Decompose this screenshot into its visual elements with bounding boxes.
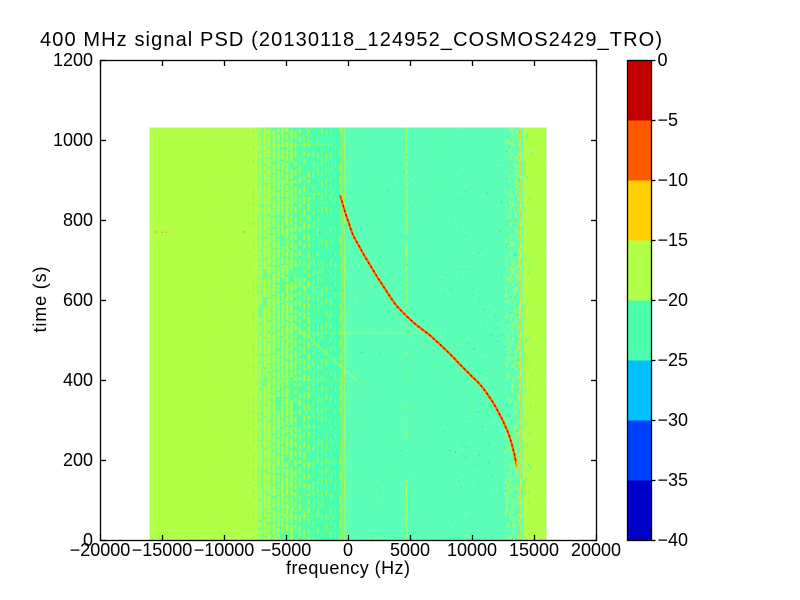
svg-text:−35: −35 bbox=[658, 470, 689, 490]
svg-text:−5: −5 bbox=[658, 110, 679, 130]
svg-text:−10: −10 bbox=[658, 170, 689, 190]
svg-text:1200: 1200 bbox=[53, 50, 93, 70]
svg-text:0: 0 bbox=[83, 530, 93, 550]
svg-text:−25: −25 bbox=[658, 350, 689, 370]
svg-text:−15000: −15000 bbox=[132, 540, 193, 560]
svg-text:−40: −40 bbox=[658, 530, 689, 550]
svg-text:10000: 10000 bbox=[447, 540, 497, 560]
svg-text:15000: 15000 bbox=[509, 540, 559, 560]
svg-text:0: 0 bbox=[343, 540, 353, 560]
svg-text:800: 800 bbox=[63, 210, 93, 230]
svg-text:0: 0 bbox=[658, 50, 668, 70]
svg-text:−30: −30 bbox=[658, 410, 689, 430]
svg-text:time (s): time (s) bbox=[30, 267, 50, 333]
svg-text:−15: −15 bbox=[658, 230, 689, 250]
svg-text:400 MHz signal PSD (20130118_1: 400 MHz signal PSD (20130118_124952_COSM… bbox=[40, 29, 662, 51]
svg-text:frequency (Hz): frequency (Hz) bbox=[286, 558, 410, 578]
svg-text:−20: −20 bbox=[658, 290, 689, 310]
svg-text:−10000: −10000 bbox=[194, 540, 255, 560]
svg-text:−5000: −5000 bbox=[261, 540, 312, 560]
svg-text:400: 400 bbox=[63, 370, 93, 390]
svg-text:5000: 5000 bbox=[390, 540, 430, 560]
svg-text:−20000: −20000 bbox=[70, 540, 131, 560]
svg-text:200: 200 bbox=[63, 450, 93, 470]
svg-text:1000: 1000 bbox=[53, 130, 93, 150]
svg-text:600: 600 bbox=[63, 290, 93, 310]
svg-text:20000: 20000 bbox=[571, 540, 621, 560]
